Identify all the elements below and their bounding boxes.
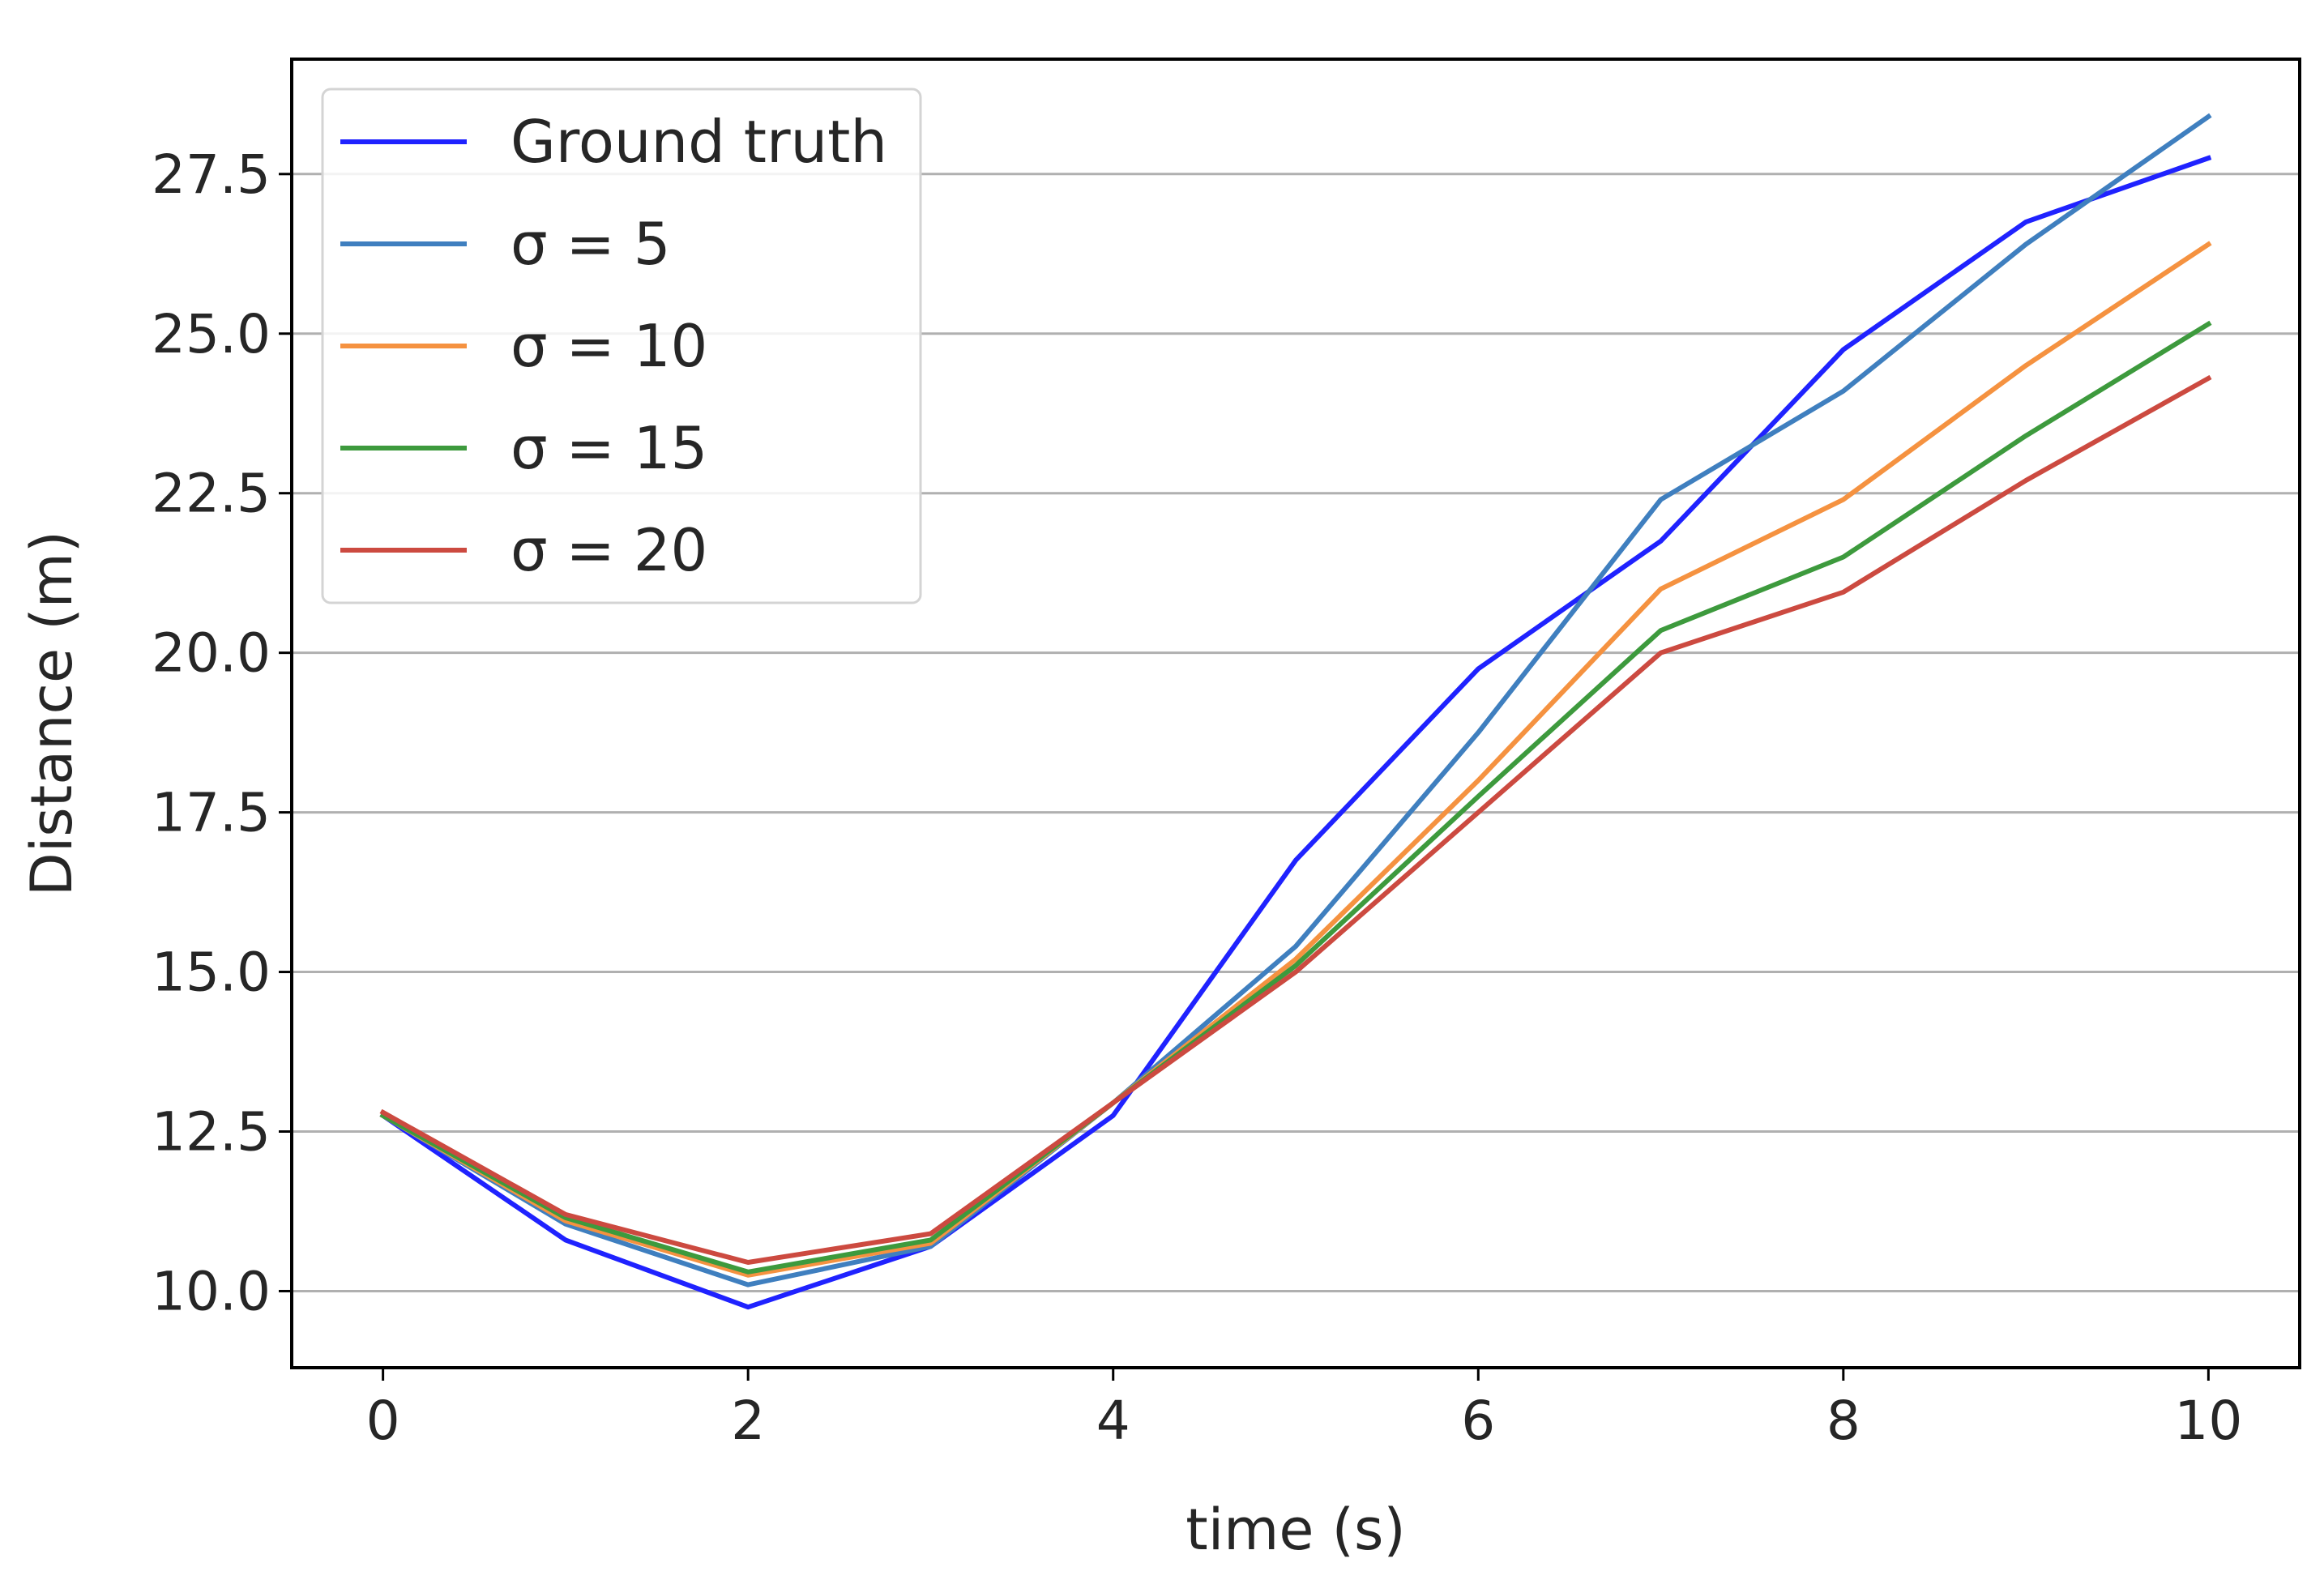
y-tick-label: 22.5 [152, 463, 271, 525]
legend: Ground truth σ = 5 σ = 10 σ = 15 σ = 20 [321, 88, 922, 604]
x-tick-label: 6 [1461, 1390, 1495, 1452]
x-tick-label: 4 [1096, 1390, 1130, 1452]
y-tick-label: 10.0 [152, 1260, 271, 1322]
x-tick-label: 10 [2174, 1390, 2242, 1452]
legend-label-sigma-5: σ = 5 [511, 210, 671, 278]
legend-label-sigma-20: σ = 20 [511, 516, 707, 584]
x-tick-label: 0 [366, 1390, 400, 1452]
y-axis-label: Distance (m) [19, 531, 85, 896]
series-line-sigma-20 [379, 374, 2212, 1265]
y-tick-label: 12.5 [152, 1101, 271, 1164]
legend-label-ground-truth: Ground truth [511, 108, 887, 176]
series-line-ground-truth [379, 155, 2212, 1310]
y-tick-label: 25.0 [152, 303, 271, 365]
legend-label-sigma-15: σ = 15 [511, 414, 707, 482]
legend-label-sigma-10: σ = 10 [511, 312, 707, 380]
series-line-sigma-10 [379, 241, 2212, 1278]
series-lines [379, 113, 2212, 1310]
y-tick-label: 27.5 [152, 143, 271, 206]
y-tick-label: 20.0 [152, 622, 271, 685]
y-tick-label: 15.0 [152, 942, 271, 1004]
y-axis-ticks: 10.0 12.5 15.0 17.5 20.0 22.5 25.0 27.5 [152, 143, 292, 1322]
series-line-sigma-15 [379, 320, 2212, 1275]
series-line-sigma-5 [379, 113, 2212, 1287]
x-axis-label: time (s) [1185, 1497, 1406, 1563]
plot-area-frame [290, 58, 2301, 1369]
legend-box [321, 88, 922, 604]
x-tick-label: 8 [1826, 1390, 1860, 1452]
x-tick-label: 2 [731, 1390, 765, 1452]
y-tick-label: 17.5 [152, 782, 271, 844]
x-axis-ticks: 0 2 4 6 8 10 [366, 1368, 2242, 1452]
